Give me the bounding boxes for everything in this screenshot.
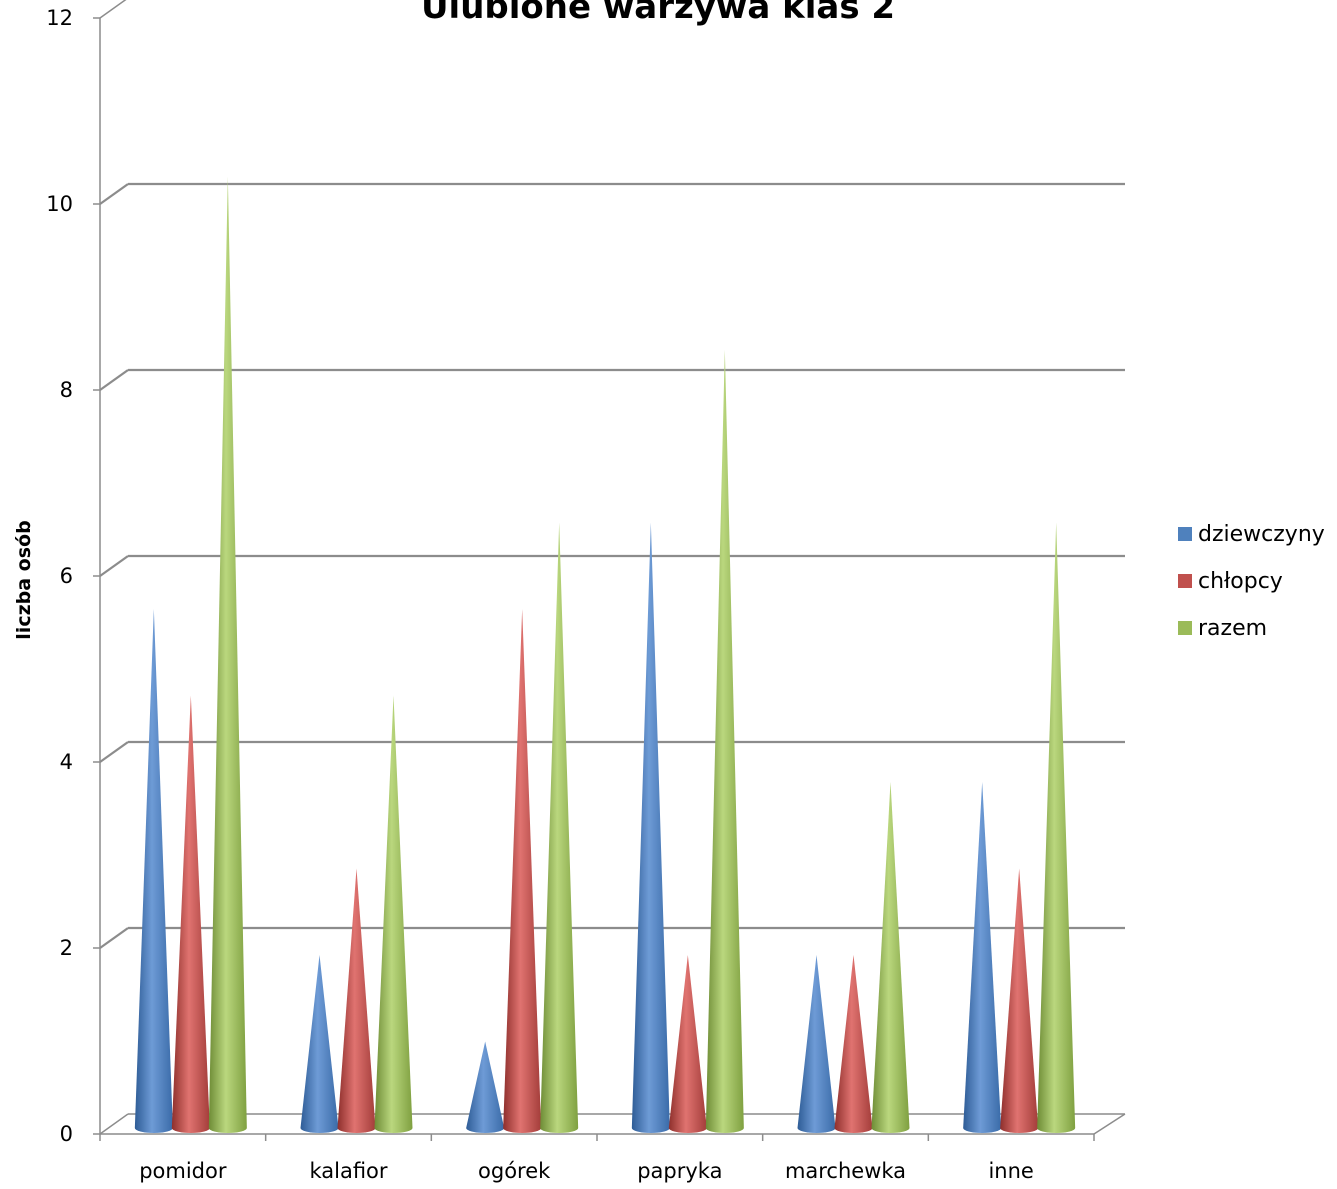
legend-swatch (1178, 527, 1192, 541)
cone-body (134, 609, 173, 1133)
cone-body (668, 955, 707, 1133)
gridline-side (99, 741, 129, 763)
x-tick-labels: pomidor kalafior ogórek papryka marchewka inn… (139, 1159, 1034, 1183)
y-axis-label: liczba osób (13, 520, 35, 639)
cone-dziewczyny (134, 609, 173, 1133)
floor-left (99, 1113, 129, 1135)
cone-razem (1037, 522, 1076, 1133)
legend: dziewczyny chłopcy razem (1178, 522, 1325, 641)
cone-chłopcy (503, 609, 542, 1133)
cone-razem (540, 522, 579, 1133)
cone-body (540, 522, 579, 1133)
cone-body (503, 609, 542, 1133)
cone-chłopcy (171, 695, 210, 1133)
y-tick-label: 0 (60, 1122, 73, 1146)
cone-body (871, 782, 910, 1133)
gridline-side (99, 369, 129, 391)
cone-chłopcy (668, 955, 707, 1133)
cone-body (963, 782, 1002, 1133)
x-tick-label: pomidor (139, 1159, 227, 1183)
gridline-side (99, 927, 129, 949)
x-tick-label: marchewka (785, 1159, 906, 1183)
cone-body (466, 1041, 505, 1133)
y-tick-label: 12 (46, 6, 73, 30)
cone-body (797, 955, 836, 1133)
cone-body (631, 522, 670, 1133)
legend-entry: chłopcy (1178, 569, 1283, 594)
y-tick-label: 2 (60, 936, 73, 960)
cone-body (171, 695, 210, 1133)
cone-razem (705, 349, 744, 1134)
cone-chłopcy (1000, 868, 1039, 1133)
cone-dziewczyny (797, 955, 836, 1133)
cone-razem (374, 695, 413, 1133)
gridline-side (99, 555, 129, 577)
legend-swatch (1178, 574, 1192, 588)
x-tick-label: inne (988, 1159, 1033, 1183)
legend-label: razem (1198, 616, 1267, 641)
cone-body (834, 955, 873, 1133)
chart-title: Ulubione warzywa klas 2 (421, 0, 895, 27)
cone-chłopcy (337, 868, 376, 1133)
legend-entry: dziewczyny (1178, 522, 1325, 547)
legend-label: dziewczyny (1198, 522, 1325, 547)
y-tick-labels: 0 2 4 6 8 10 12 (46, 6, 73, 1146)
cone-razem (871, 782, 910, 1133)
x-tick-label: kalafior (309, 1159, 387, 1183)
cone-body (1000, 868, 1039, 1133)
legend-entry: razem (1178, 616, 1267, 641)
cone-body (705, 349, 744, 1134)
gridlines (99, 182, 1125, 949)
cones (134, 176, 1076, 1134)
gridline-side (99, 183, 129, 205)
cone-body (300, 955, 339, 1133)
cone-dziewczyny (300, 955, 339, 1133)
floor-right (1093, 1113, 1126, 1135)
y-tick-label: 10 (46, 192, 73, 216)
axes (93, 0, 1126, 1141)
y-tick-label: 6 (60, 564, 73, 588)
cone-chłopcy (834, 955, 873, 1133)
y-axis-depth (99, 0, 127, 19)
legend-swatch (1178, 621, 1192, 635)
x-tick-label: papryka (637, 1159, 722, 1183)
cone-body (208, 176, 247, 1134)
cone-body (1037, 522, 1076, 1133)
cone-body (374, 695, 413, 1133)
cone-dziewczyny (963, 782, 1002, 1133)
cone-dziewczyny (631, 522, 670, 1133)
legend-label: chłopcy (1198, 569, 1283, 594)
cone-razem (208, 176, 247, 1134)
cone-dziewczyny (466, 1041, 505, 1133)
x-tick-label: ogórek (478, 1159, 551, 1183)
cone-body (337, 868, 376, 1133)
y-tick-label: 4 (60, 750, 73, 774)
y-tick-label: 8 (60, 378, 73, 402)
